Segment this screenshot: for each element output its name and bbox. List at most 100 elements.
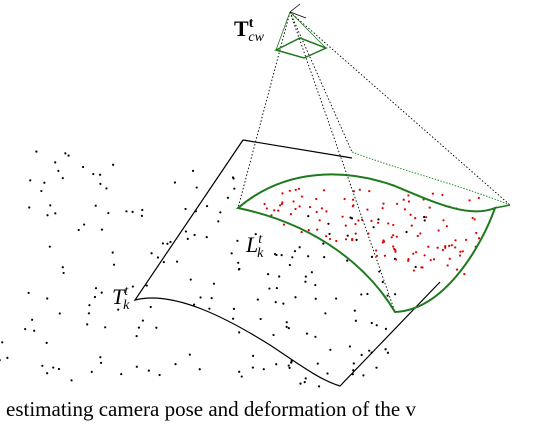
point xyxy=(384,327,388,330)
point xyxy=(320,207,324,210)
point xyxy=(92,172,95,176)
point xyxy=(54,212,57,215)
point xyxy=(61,266,64,269)
point xyxy=(217,220,220,223)
point xyxy=(169,240,172,244)
template-label: Tt k xyxy=(112,284,130,313)
label-base: L xyxy=(245,232,258,257)
point xyxy=(370,219,373,222)
point xyxy=(173,181,177,184)
point xyxy=(393,247,396,251)
point xyxy=(99,182,102,185)
point xyxy=(463,273,466,276)
point xyxy=(412,269,416,272)
point xyxy=(77,228,80,232)
label-base: T xyxy=(112,284,126,309)
point xyxy=(358,188,361,191)
point xyxy=(308,205,312,209)
point xyxy=(416,234,419,238)
point xyxy=(238,267,241,271)
point xyxy=(263,202,266,206)
point xyxy=(351,198,355,201)
point xyxy=(156,256,160,259)
point xyxy=(94,204,97,207)
point xyxy=(316,228,319,231)
point xyxy=(199,296,202,299)
point xyxy=(366,208,369,211)
point xyxy=(317,385,321,388)
point xyxy=(392,223,395,227)
point xyxy=(28,206,31,209)
point xyxy=(141,319,144,322)
point xyxy=(450,244,453,247)
point xyxy=(297,187,301,190)
point xyxy=(473,218,476,221)
point xyxy=(307,229,310,232)
point xyxy=(346,234,349,237)
point xyxy=(381,207,384,210)
point xyxy=(251,366,254,369)
point xyxy=(99,356,102,359)
point xyxy=(352,362,355,365)
label-sup: t xyxy=(258,232,263,247)
point xyxy=(351,238,354,241)
point xyxy=(454,246,457,249)
point xyxy=(315,197,318,201)
point xyxy=(294,207,297,211)
point xyxy=(158,373,161,377)
point xyxy=(131,210,134,213)
point xyxy=(394,293,397,296)
point xyxy=(274,301,277,304)
point xyxy=(294,296,297,299)
point xyxy=(328,237,332,241)
point xyxy=(374,249,378,252)
template-surface xyxy=(133,139,441,387)
point xyxy=(67,154,70,157)
point xyxy=(240,375,243,378)
point xyxy=(6,356,9,359)
caption: estimating camera pose and deformation o… xyxy=(6,397,416,421)
point xyxy=(370,255,374,258)
point xyxy=(52,366,55,369)
point xyxy=(352,190,355,193)
point xyxy=(145,284,148,287)
point xyxy=(280,253,283,257)
point xyxy=(387,222,390,225)
point xyxy=(112,163,115,166)
point xyxy=(378,270,381,273)
surface-back-edge xyxy=(351,151,511,206)
point xyxy=(140,214,144,217)
point xyxy=(94,287,98,290)
label-sup: t xyxy=(124,284,129,299)
point xyxy=(112,263,116,266)
point xyxy=(198,368,201,371)
point xyxy=(348,345,351,348)
point xyxy=(188,353,191,356)
point xyxy=(366,292,369,296)
point xyxy=(27,291,30,294)
point xyxy=(335,239,338,243)
point xyxy=(386,351,390,354)
point xyxy=(304,377,307,380)
point xyxy=(304,280,307,283)
point xyxy=(273,209,276,212)
point xyxy=(362,374,365,377)
point xyxy=(407,258,410,261)
camera-pose-label: Tt cw xyxy=(234,16,265,45)
point xyxy=(62,271,65,275)
point xyxy=(368,190,371,193)
point xyxy=(461,250,464,253)
point xyxy=(46,214,49,217)
point xyxy=(454,239,457,242)
label-sub: k xyxy=(257,246,264,261)
point xyxy=(290,361,293,364)
label-sub: k xyxy=(123,298,130,313)
point xyxy=(344,238,348,241)
point xyxy=(322,189,326,192)
point xyxy=(238,331,241,334)
point xyxy=(149,305,152,309)
point xyxy=(205,236,208,239)
point xyxy=(322,242,325,245)
point xyxy=(384,348,387,351)
